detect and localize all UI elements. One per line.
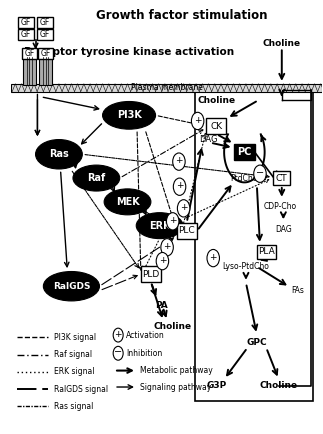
Text: PA: PA — [155, 301, 168, 310]
Text: PLA: PLA — [258, 247, 275, 256]
Ellipse shape — [43, 272, 99, 301]
Text: GF: GF — [40, 30, 50, 39]
Text: −: − — [256, 168, 264, 178]
Ellipse shape — [104, 189, 151, 215]
Text: DAG: DAG — [275, 226, 292, 234]
Ellipse shape — [136, 213, 183, 239]
FancyBboxPatch shape — [22, 48, 37, 59]
Text: Choline: Choline — [154, 322, 192, 331]
Text: FAs: FAs — [291, 286, 304, 295]
Text: Ras: Ras — [49, 149, 69, 159]
Text: Raf: Raf — [87, 173, 106, 183]
Text: Choline: Choline — [197, 95, 235, 105]
FancyBboxPatch shape — [18, 17, 34, 27]
Circle shape — [207, 250, 219, 267]
Text: RalGDS: RalGDS — [53, 282, 90, 291]
Text: +: + — [169, 216, 176, 225]
Text: PLD: PLD — [142, 270, 160, 279]
Text: Ras signal: Ras signal — [54, 402, 94, 411]
FancyBboxPatch shape — [23, 57, 36, 85]
Text: GF: GF — [21, 18, 31, 27]
Text: Inhibition: Inhibition — [126, 349, 162, 358]
Text: PLC: PLC — [178, 227, 195, 235]
Text: MEK: MEK — [116, 197, 140, 207]
Text: −: − — [114, 347, 122, 358]
Circle shape — [113, 328, 123, 342]
Text: RalGDS signal: RalGDS signal — [54, 385, 109, 394]
Text: GF: GF — [21, 30, 31, 39]
Text: ERK signal: ERK signal — [54, 367, 95, 376]
Text: PI3K: PI3K — [117, 110, 141, 120]
Circle shape — [113, 346, 123, 360]
Text: CT: CT — [276, 174, 287, 183]
Text: Plasma membrane: Plasma membrane — [130, 83, 203, 92]
Text: +: + — [159, 256, 166, 265]
Text: Metabolic pathway: Metabolic pathway — [140, 366, 213, 375]
Text: Lyso-PtdCho: Lyso-PtdCho — [223, 262, 269, 271]
Ellipse shape — [36, 140, 82, 169]
FancyBboxPatch shape — [11, 84, 322, 92]
Circle shape — [177, 200, 190, 217]
Text: CDP-Cho: CDP-Cho — [264, 202, 297, 210]
Text: Growth factor stimulation: Growth factor stimulation — [96, 10, 268, 22]
Text: GF: GF — [40, 18, 50, 27]
Text: +: + — [210, 253, 217, 262]
Circle shape — [254, 165, 266, 182]
Text: +: + — [114, 330, 122, 339]
Ellipse shape — [73, 165, 120, 191]
Text: CK: CK — [210, 122, 223, 131]
Text: +: + — [180, 203, 187, 212]
Text: GF: GF — [24, 49, 35, 58]
Text: GF: GF — [40, 49, 51, 58]
Text: +: + — [194, 115, 201, 125]
Text: ERK: ERK — [149, 220, 171, 230]
Text: GPC: GPC — [246, 338, 267, 347]
FancyBboxPatch shape — [38, 48, 53, 59]
Text: +: + — [176, 181, 183, 191]
Text: G3P: G3P — [206, 381, 226, 390]
Circle shape — [161, 239, 173, 256]
FancyBboxPatch shape — [18, 29, 34, 39]
Circle shape — [156, 253, 169, 270]
Text: Choline: Choline — [263, 39, 301, 49]
Circle shape — [166, 213, 179, 230]
FancyBboxPatch shape — [37, 17, 53, 27]
Text: PI3K signal: PI3K signal — [54, 333, 96, 342]
Text: DAG: DAG — [199, 135, 218, 144]
Circle shape — [173, 153, 185, 170]
Text: PC: PC — [237, 147, 252, 157]
FancyBboxPatch shape — [234, 144, 255, 160]
FancyBboxPatch shape — [37, 29, 53, 39]
FancyBboxPatch shape — [273, 171, 290, 185]
Circle shape — [173, 178, 186, 195]
FancyBboxPatch shape — [39, 57, 52, 85]
Text: Activation: Activation — [126, 331, 165, 339]
FancyBboxPatch shape — [177, 223, 197, 239]
Text: Choline: Choline — [260, 381, 298, 390]
FancyBboxPatch shape — [141, 266, 161, 282]
Circle shape — [192, 112, 204, 130]
Ellipse shape — [103, 102, 156, 129]
Text: Receptor tyrosine kinase activation: Receptor tyrosine kinase activation — [24, 47, 234, 57]
FancyBboxPatch shape — [257, 245, 276, 259]
Text: PtdCho: PtdCho — [231, 174, 258, 183]
FancyBboxPatch shape — [206, 118, 226, 134]
Text: Signaling pathway: Signaling pathway — [140, 382, 211, 391]
Text: +: + — [175, 156, 183, 165]
Text: +: + — [163, 242, 171, 251]
Text: Raf signal: Raf signal — [54, 350, 92, 359]
